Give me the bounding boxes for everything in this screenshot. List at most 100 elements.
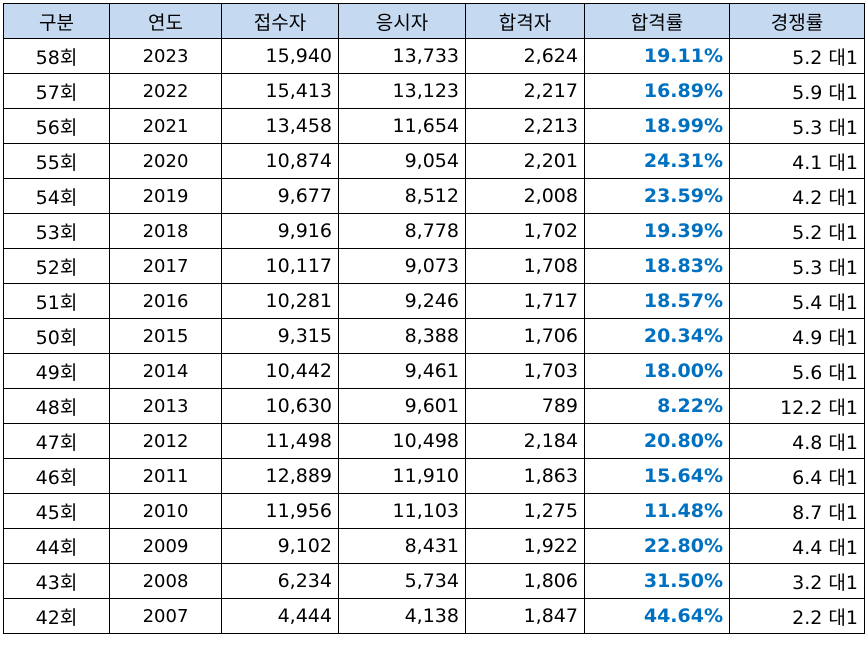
cell-pass-rate: 31.50%	[584, 563, 730, 599]
exam-statistics-table: 구분 연도 접수자 응시자 합격자 합격률 경쟁률 58회 2023 15,940 1…	[3, 3, 865, 634]
table-row: 46회 2011 12,889 11,910 1,863 15.64% 6.4 대1	[3, 458, 865, 494]
cell-applicants: 9,677	[221, 178, 339, 214]
cell-competition: 5.9 대1	[729, 73, 865, 109]
cell-year: 2023	[109, 38, 222, 74]
cell-competition: 5.3 대1	[729, 108, 865, 144]
table-body: 58회 2023 15,940 13,733 2,624 19.11% 5.2 대1 57회 2…	[3, 38, 865, 634]
cell-round: 44회	[3, 528, 110, 564]
cell-competition: 4.2 대1	[729, 178, 865, 214]
table-row: 48회 2013 10,630 9,601 789 8.22% 12.2 대1	[3, 388, 865, 424]
table-row: 51회 2016 10,281 9,246 1,717 18.57% 5.4 대1	[3, 283, 865, 319]
cell-applicants: 9,916	[221, 213, 339, 249]
cell-year: 2021	[109, 108, 222, 144]
table-header: 구분 연도 접수자 응시자 합격자 합격률 경쟁률	[3, 3, 865, 39]
cell-examinees: 11,654	[338, 108, 466, 144]
cell-applicants: 6,234	[221, 563, 339, 599]
cell-applicants: 15,413	[221, 73, 339, 109]
cell-examinees: 8,388	[338, 318, 466, 354]
cell-round: 58회	[3, 38, 110, 74]
cell-examinees: 5,734	[338, 563, 466, 599]
cell-examinees: 9,461	[338, 353, 466, 389]
cell-round: 46회	[3, 458, 110, 494]
cell-year: 2015	[109, 318, 222, 354]
cell-year: 2014	[109, 353, 222, 389]
cell-round: 43회	[3, 563, 110, 599]
cell-pass-rate: 20.34%	[584, 318, 730, 354]
cell-applicants: 11,498	[221, 423, 339, 459]
cell-competition: 4.8 대1	[729, 423, 865, 459]
header-pass-rate: 합격률	[584, 3, 730, 39]
cell-applicants: 10,117	[221, 248, 339, 284]
cell-passers: 1,275	[465, 493, 585, 529]
table-row: 43회 2008 6,234 5,734 1,806 31.50% 3.2 대1	[3, 563, 865, 599]
cell-passers: 789	[465, 388, 585, 424]
header-row: 구분 연도 접수자 응시자 합격자 합격률 경쟁률	[3, 3, 865, 39]
cell-passers: 2,217	[465, 73, 585, 109]
cell-pass-rate: 15.64%	[584, 458, 730, 494]
table-row: 53회 2018 9,916 8,778 1,702 19.39% 5.2 대1	[3, 213, 865, 249]
cell-examinees: 9,054	[338, 143, 466, 179]
header-applicants: 접수자	[221, 3, 339, 39]
cell-pass-rate: 18.57%	[584, 283, 730, 319]
cell-competition: 2.2 대1	[729, 598, 865, 634]
cell-round: 42회	[3, 598, 110, 634]
header-round: 구분	[3, 3, 110, 39]
cell-pass-rate: 23.59%	[584, 178, 730, 214]
cell-competition: 6.4 대1	[729, 458, 865, 494]
cell-applicants: 11,956	[221, 493, 339, 529]
cell-competition: 5.2 대1	[729, 38, 865, 74]
table-row: 55회 2020 10,874 9,054 2,201 24.31% 4.1 대1	[3, 143, 865, 179]
cell-year: 2013	[109, 388, 222, 424]
cell-competition: 4.9 대1	[729, 318, 865, 354]
cell-round: 45회	[3, 493, 110, 529]
cell-year: 2017	[109, 248, 222, 284]
header-passers: 합격자	[465, 3, 585, 39]
cell-examinees: 8,778	[338, 213, 466, 249]
cell-year: 2012	[109, 423, 222, 459]
table-row: 42회 2007 4,444 4,138 1,847 44.64% 2.2 대1	[3, 598, 865, 634]
cell-passers: 2,624	[465, 38, 585, 74]
cell-examinees: 9,073	[338, 248, 466, 284]
header-competition: 경쟁률	[729, 3, 865, 39]
cell-pass-rate: 19.11%	[584, 38, 730, 74]
cell-passers: 1,708	[465, 248, 585, 284]
cell-competition: 4.1 대1	[729, 143, 865, 179]
cell-year: 2016	[109, 283, 222, 319]
cell-applicants: 10,442	[221, 353, 339, 389]
cell-pass-rate: 22.80%	[584, 528, 730, 564]
cell-pass-rate: 18.99%	[584, 108, 730, 144]
cell-pass-rate: 16.89%	[584, 73, 730, 109]
cell-passers: 2,008	[465, 178, 585, 214]
cell-round: 49회	[3, 353, 110, 389]
table-row: 58회 2023 15,940 13,733 2,624 19.11% 5.2 대1	[3, 38, 865, 74]
table-row: 54회 2019 9,677 8,512 2,008 23.59% 4.2 대1	[3, 178, 865, 214]
cell-year: 2020	[109, 143, 222, 179]
table-row: 47회 2012 11,498 10,498 2,184 20.80% 4.8 대1	[3, 423, 865, 459]
cell-examinees: 13,123	[338, 73, 466, 109]
cell-passers: 1,847	[465, 598, 585, 634]
cell-round: 54회	[3, 178, 110, 214]
cell-competition: 3.2 대1	[729, 563, 865, 599]
cell-examinees: 13,733	[338, 38, 466, 74]
cell-passers: 2,201	[465, 143, 585, 179]
cell-year: 2009	[109, 528, 222, 564]
cell-applicants: 13,458	[221, 108, 339, 144]
header-year: 연도	[109, 3, 222, 39]
cell-applicants: 9,102	[221, 528, 339, 564]
cell-examinees: 8,431	[338, 528, 466, 564]
cell-competition: 12.2 대1	[729, 388, 865, 424]
cell-pass-rate: 18.00%	[584, 353, 730, 389]
cell-round: 57회	[3, 73, 110, 109]
table-row: 45회 2010 11,956 11,103 1,275 11.48% 8.7 대1	[3, 493, 865, 529]
cell-passers: 2,184	[465, 423, 585, 459]
cell-passers: 1,717	[465, 283, 585, 319]
table-row: 52회 2017 10,117 9,073 1,708 18.83% 5.3 대1	[3, 248, 865, 284]
cell-competition: 5.3 대1	[729, 248, 865, 284]
cell-year: 2019	[109, 178, 222, 214]
table-row: 56회 2021 13,458 11,654 2,213 18.99% 5.3 대1	[3, 108, 865, 144]
cell-examinees: 11,103	[338, 493, 466, 529]
cell-pass-rate: 18.83%	[584, 248, 730, 284]
cell-examinees: 9,601	[338, 388, 466, 424]
cell-competition: 5.2 대1	[729, 213, 865, 249]
cell-pass-rate: 8.22%	[584, 388, 730, 424]
